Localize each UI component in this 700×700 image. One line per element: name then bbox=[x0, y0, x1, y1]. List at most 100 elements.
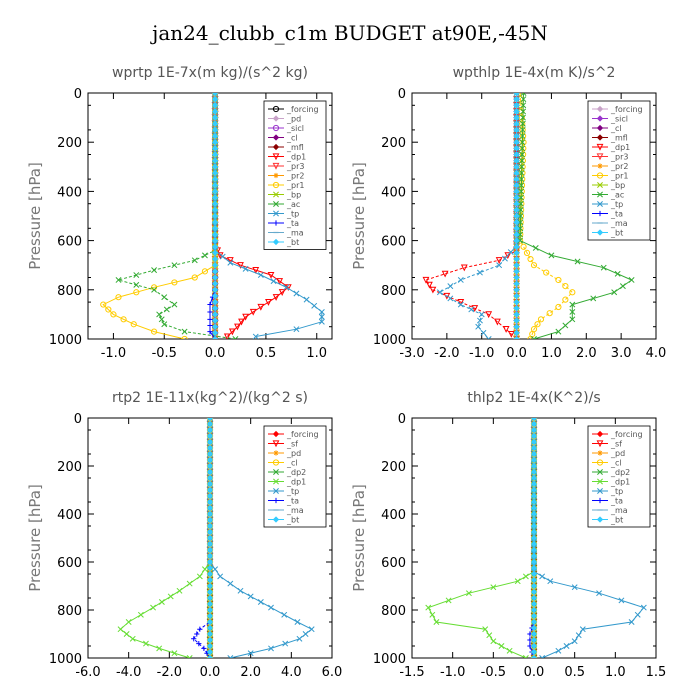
series-point bbox=[206, 576, 214, 584]
series-point bbox=[201, 252, 208, 259]
x-tick-label: 6.0 bbox=[322, 665, 343, 680]
legend-label: _mfl bbox=[286, 143, 304, 152]
series-point bbox=[211, 237, 219, 244]
x-tick-label: 1.0 bbox=[541, 346, 562, 361]
series-point bbox=[530, 480, 538, 488]
legend-label: _pr3 bbox=[286, 162, 304, 171]
series-point bbox=[211, 317, 219, 324]
series-point bbox=[498, 643, 505, 649]
legend-marker bbox=[272, 516, 280, 523]
series-point bbox=[211, 292, 219, 300]
y-tick-label: 600 bbox=[57, 556, 82, 571]
series-point bbox=[537, 316, 545, 323]
series-point bbox=[530, 486, 538, 494]
series-point bbox=[562, 283, 569, 290]
legend-marker bbox=[272, 134, 280, 141]
series-point bbox=[161, 294, 168, 301]
x-tick-label: 0.0 bbox=[524, 665, 545, 680]
series-point bbox=[513, 151, 520, 158]
series-point bbox=[211, 132, 219, 140]
series-point bbox=[123, 631, 130, 637]
series-point bbox=[513, 212, 520, 220]
series-point bbox=[539, 655, 546, 658]
series-point bbox=[181, 335, 188, 339]
series-point bbox=[206, 540, 214, 548]
series-point bbox=[268, 604, 274, 611]
series-point bbox=[156, 311, 163, 318]
series-point bbox=[433, 619, 440, 625]
series-point bbox=[530, 600, 538, 608]
series-point bbox=[206, 564, 214, 572]
series-point bbox=[211, 93, 219, 97]
series-point bbox=[211, 335, 219, 339]
series-point bbox=[513, 255, 520, 263]
legend-marker bbox=[272, 430, 280, 438]
legend-marker bbox=[272, 124, 280, 132]
series-point bbox=[628, 277, 635, 283]
legend-marker bbox=[596, 459, 604, 466]
series-point bbox=[513, 243, 520, 250]
series-point bbox=[519, 163, 526, 170]
series-point bbox=[520, 108, 527, 115]
series-point bbox=[513, 132, 520, 140]
legend-label: _pr2 bbox=[286, 172, 304, 181]
series-point bbox=[151, 286, 158, 293]
series-point bbox=[211, 249, 219, 257]
legend-marker bbox=[597, 469, 603, 475]
y-tick-label: 600 bbox=[57, 235, 82, 250]
legend-label: _forcing bbox=[286, 430, 319, 439]
series-point bbox=[513, 200, 520, 207]
series-point bbox=[513, 182, 520, 189]
series-point bbox=[530, 642, 538, 650]
series-point bbox=[513, 280, 520, 287]
series-point bbox=[247, 650, 254, 657]
series-point bbox=[161, 321, 168, 328]
legend-label: _ma bbox=[610, 506, 628, 515]
series-point bbox=[530, 426, 538, 434]
series-point bbox=[530, 418, 538, 422]
series-point bbox=[569, 289, 576, 296]
x-tick-label: 4.0 bbox=[646, 346, 667, 361]
y-axis-label: Pressure [hPa] bbox=[350, 484, 368, 592]
series-point bbox=[530, 576, 538, 584]
series-point bbox=[212, 566, 219, 573]
series-point bbox=[252, 267, 260, 274]
series-point bbox=[530, 624, 538, 632]
legend-label: _bp bbox=[610, 181, 625, 190]
series-point bbox=[206, 522, 214, 530]
series-point bbox=[133, 272, 140, 278]
series-point bbox=[513, 169, 520, 177]
series-point bbox=[206, 420, 214, 428]
legend-label: _pr1 bbox=[610, 172, 628, 181]
series-point bbox=[211, 262, 219, 269]
series-point bbox=[517, 231, 524, 238]
series-point bbox=[158, 599, 165, 605]
series-point bbox=[445, 597, 452, 604]
series-point bbox=[211, 225, 219, 232]
series-point bbox=[530, 654, 538, 658]
series-point bbox=[465, 590, 472, 597]
series-point bbox=[530, 594, 538, 602]
series-point bbox=[158, 316, 165, 323]
series-point bbox=[211, 163, 219, 170]
x-tick-label: 0.0 bbox=[200, 665, 221, 680]
y-tick-label: 200 bbox=[381, 460, 406, 475]
series-point bbox=[206, 504, 214, 512]
series-point bbox=[486, 632, 493, 639]
series-point bbox=[520, 132, 527, 140]
series-point bbox=[117, 626, 124, 633]
series-point bbox=[217, 573, 224, 580]
series-point bbox=[211, 95, 219, 103]
series-point bbox=[547, 578, 554, 585]
series-point bbox=[530, 564, 538, 572]
x-tick-label: 4.0 bbox=[281, 665, 302, 680]
series-point bbox=[513, 145, 520, 152]
x-tick-label: -0.5 bbox=[152, 346, 177, 361]
series-point bbox=[206, 528, 214, 536]
series-point bbox=[303, 296, 310, 303]
series-point bbox=[265, 299, 272, 306]
series-point bbox=[457, 277, 464, 283]
series-point bbox=[530, 528, 538, 536]
series-point bbox=[278, 289, 286, 296]
series-point bbox=[619, 283, 626, 290]
